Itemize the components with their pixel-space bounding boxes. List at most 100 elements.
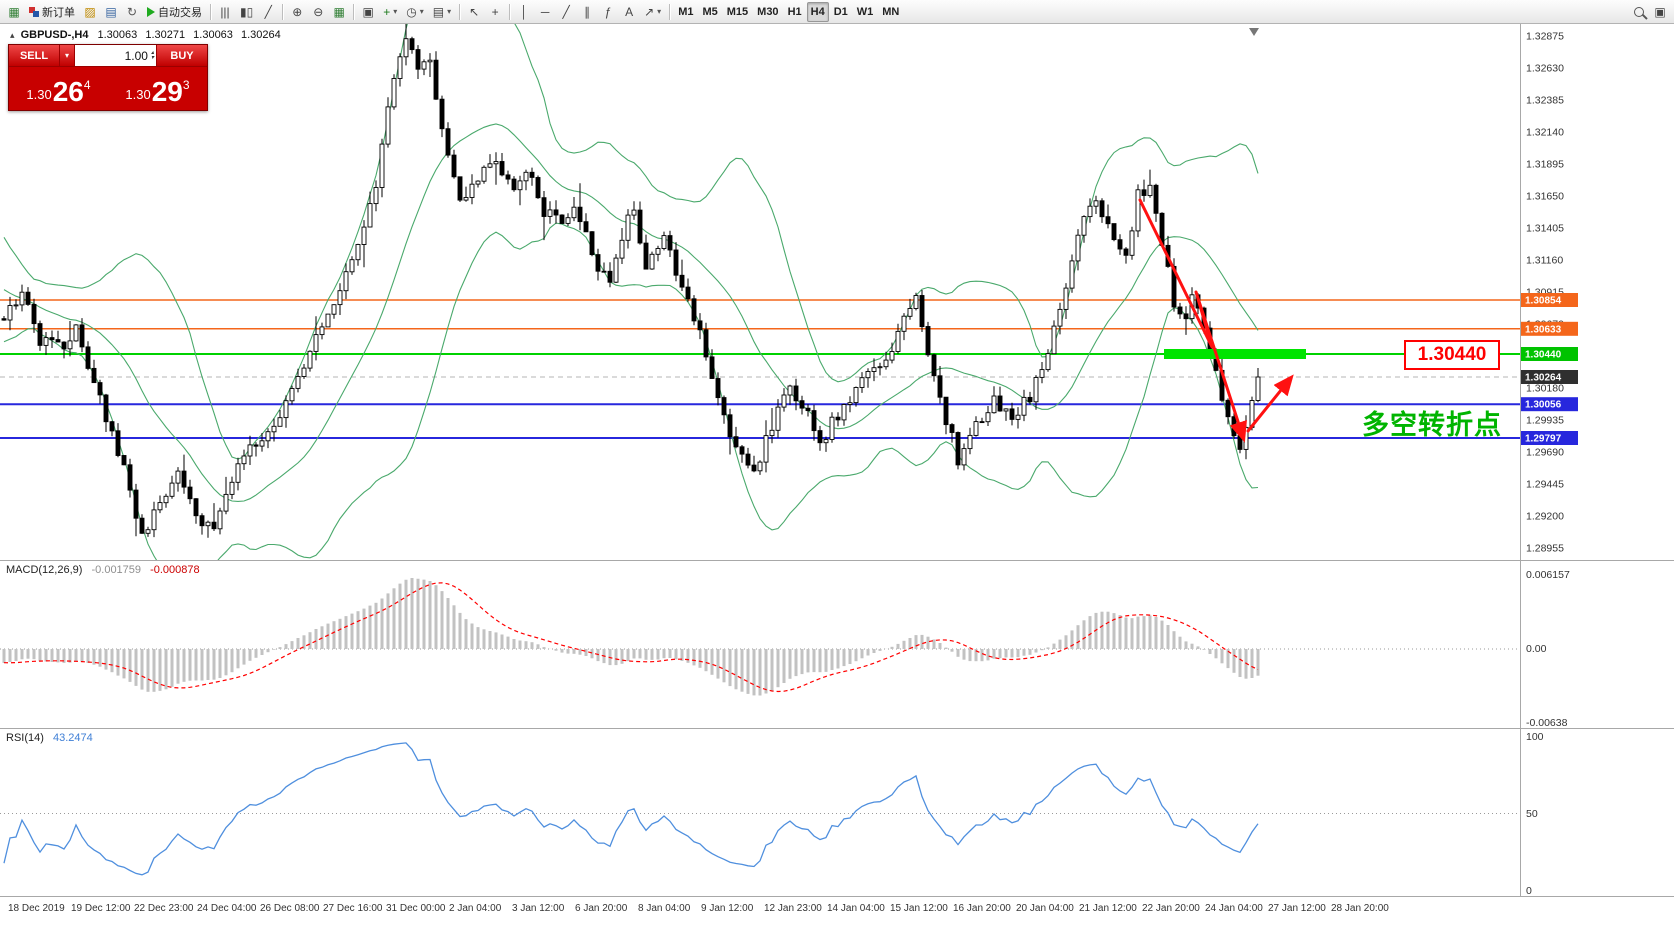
text-label-button[interactable]: A (619, 2, 639, 22)
lot-decrement-icon[interactable]: ▾ (150, 54, 154, 61)
red-zigzag-arrow[interactable] (1138, 198, 1247, 443)
red-bounce-arrow[interactable] (1246, 374, 1294, 433)
timeframe-d1-button[interactable]: D1 (830, 2, 852, 22)
rsi-scale[interactable]: 100 50 0 (1526, 731, 1544, 897)
dropdown-caret-icon: ▾ (447, 7, 452, 16)
arrange-windows-button[interactable]: ▣ (358, 2, 378, 22)
fibonacci-button[interactable]: ƒ (598, 2, 618, 22)
svg-text:22 Dec 23:00: 22 Dec 23:00 (134, 903, 194, 914)
ohlc-high: 1.30271 (145, 29, 186, 41)
new-order-button[interactable]: 新订单 (25, 2, 79, 22)
timeframe-m15-button[interactable]: M15 (723, 2, 752, 22)
svg-text:18 Dec 2019: 18 Dec 2019 (8, 903, 65, 914)
profiles-button[interactable]: ▨ (80, 2, 100, 22)
turning-point-note[interactable]: 多空转折点 (1362, 410, 1502, 440)
support-highlight-bar[interactable] (1164, 349, 1306, 359)
svg-text:27 Jan 12:00: 27 Jan 12:00 (1268, 903, 1326, 914)
window-layout-button[interactable]: ▣ (1650, 2, 1670, 22)
autotrading-play-icon (147, 6, 155, 17)
vertical-line-button[interactable]: │ (514, 2, 534, 22)
svg-text:14 Jan 04:00: 14 Jan 04:00 (827, 903, 885, 914)
channel-icon: ∥ (584, 4, 591, 19)
horizontal-line-button[interactable]: ─ (535, 2, 555, 22)
tile-windows-icon: ▦ (333, 4, 345, 19)
sell-button[interactable]: SELL (9, 45, 59, 66)
svg-text:1.28955: 1.28955 (1526, 543, 1564, 555)
svg-text:26 Dec 08:00: 26 Dec 08:00 (260, 903, 320, 914)
templates-button[interactable]: ▤ ▾ (429, 2, 455, 22)
zoom-in-button[interactable]: ⊕ (287, 2, 307, 22)
refresh-icon: ↻ (126, 4, 138, 19)
timeframe-m1-button[interactable]: M1 (674, 2, 697, 22)
toolbar-separator (509, 3, 511, 20)
timeframe-m5-button-label: M5 (702, 5, 718, 18)
tile-windows-button[interactable]: ▦ (329, 2, 349, 22)
timeframe-m5-button[interactable]: M5 (698, 2, 721, 22)
svg-text:0.00: 0.00 (1526, 643, 1547, 655)
autotrading-button[interactable]: 自动交易 (143, 2, 206, 22)
indicators-button[interactable]: + ▾ (379, 2, 401, 22)
trade-options-dropdown-button[interactable]: ▾ (59, 45, 74, 66)
toolbar-separator (669, 3, 671, 20)
toolbar-separator (210, 3, 211, 20)
svg-text:100: 100 (1526, 731, 1544, 743)
trendline-button[interactable]: ╱ (556, 2, 576, 22)
fibonacci-icon: ƒ (604, 4, 612, 19)
rsi-line (3, 742, 1259, 876)
macd-name: MACD(12,26,9) (6, 564, 83, 576)
toolbar-separator (353, 3, 355, 20)
svg-text:6 Jan 20:00: 6 Jan 20:00 (575, 903, 628, 914)
macd-histogram (2, 578, 1260, 696)
lot-increment-icon[interactable]: ▴ (150, 49, 154, 56)
svg-text:9 Jan 12:00: 9 Jan 12:00 (701, 903, 754, 914)
main-toolbar: ▦ 新订单 ▨ ▤ ↻ 自动交易 ||| ▮▯ ╱ ⊕ ⊖ ▦ ▣ + ▾ ◷ ▾ ▤ ▾ ↖ + │ ─ ╱ ∥ ƒ A ↗ ▾ M1 M… (0, 0, 1674, 24)
channel-button[interactable]: ∥ (577, 2, 597, 22)
crosshair-button[interactable]: + (485, 2, 505, 22)
buy-button[interactable]: BUY (157, 45, 207, 66)
arrows-tool-icon: ↗ (644, 4, 655, 19)
horizontal-level-lines[interactable] (0, 299, 1520, 439)
timeframe-mn-button[interactable]: MN (878, 2, 903, 22)
cursor-button[interactable]: ↖ (464, 2, 484, 22)
price-scale[interactable]: 1.32875 1.32630 1.32385 1.32140 1.31895 1.316… (1526, 31, 1564, 555)
charts-button[interactable]: ▤ (101, 2, 121, 22)
time-scale[interactable]: 18 Dec 2019 19 Dec 12:00 22 Dec 23:00 24 De… (8, 903, 1389, 914)
charts-icon: ▤ (105, 4, 117, 19)
new-chart-button[interactable]: ▦ (4, 2, 24, 22)
lot-size-field[interactable]: 1.00 ▴ ▾ (74, 45, 157, 66)
quick-trade-collapse-icon[interactable]: ▴ (10, 30, 15, 40)
arrange-windows-icon: ▣ (362, 4, 374, 19)
periods-button[interactable]: ◷ ▾ (402, 2, 428, 22)
svg-text:1.29445: 1.29445 (1526, 479, 1564, 491)
timeframe-h1-button[interactable]: H1 (784, 2, 806, 22)
zoom-out-button[interactable]: ⊖ (308, 2, 328, 22)
new-order-button-label: 新订单 (42, 6, 75, 19)
lot-stepper[interactable]: ▴ ▾ (150, 49, 154, 61)
bar-chart-type-button[interactable]: ||| (215, 2, 235, 22)
sell-price[interactable]: 1.30 26 4 (10, 68, 107, 109)
timeframe-m30-button[interactable]: M30 (753, 2, 782, 22)
chevron-down-icon: ▾ (64, 51, 69, 60)
dropdown-caret-icon: ▾ (393, 7, 398, 16)
svg-text:1.32630: 1.32630 (1526, 63, 1564, 75)
refresh-button[interactable]: ↻ (122, 2, 142, 22)
price-callout-box[interactable]: 1.30440 (1404, 340, 1500, 370)
macd-main-value: -0.001759 (91, 564, 142, 576)
timeframe-m1-button-label: M1 (678, 5, 694, 18)
macd-scale[interactable]: 0.006157 0.00 -0.00638 (1526, 569, 1570, 729)
search-button[interactable] (1629, 2, 1649, 22)
buy-price[interactable]: 1.30 29 3 (109, 68, 206, 109)
sell-price-base: 1.30 (26, 87, 52, 102)
chart-shift-marker[interactable] (1249, 28, 1259, 36)
arrows-tool-button[interactable]: ↗ ▾ (640, 2, 665, 22)
timeframe-h4-button[interactable]: H4 (806, 1, 829, 22)
timeframe-w1-button[interactable]: W1 (853, 2, 878, 22)
svg-text:1.30854: 1.30854 (1525, 296, 1562, 307)
buy-price-pip: 3 (182, 78, 190, 92)
line-chart-type-button[interactable]: ╱ (258, 2, 278, 22)
candle-chart-type-button[interactable]: ▮▯ (236, 2, 257, 22)
svg-text:1.29935: 1.29935 (1526, 415, 1564, 427)
svg-text:2 Jan 04:00: 2 Jan 04:00 (449, 903, 502, 914)
svg-text:1.29797: 1.29797 (1525, 434, 1562, 445)
